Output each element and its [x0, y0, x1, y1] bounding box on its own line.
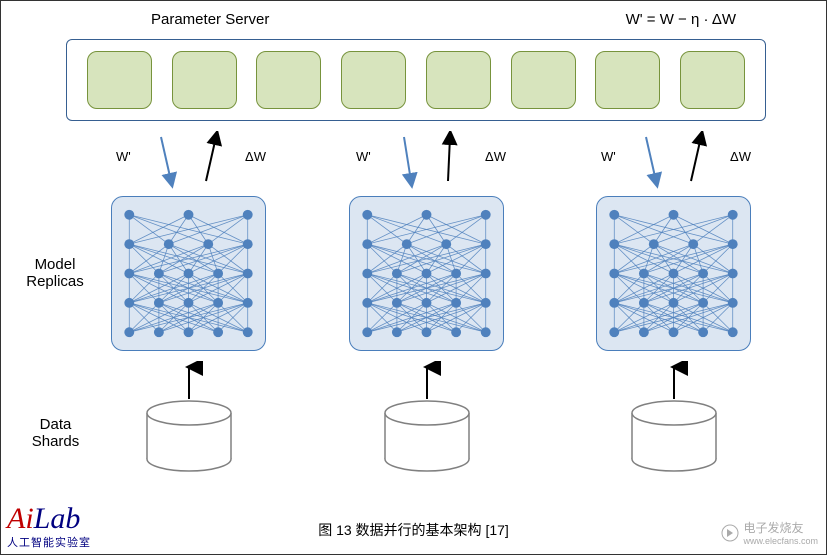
w-prime-label: W'	[601, 149, 616, 164]
w-prime-label: W'	[116, 149, 131, 164]
delta-w-label: ΔW	[730, 149, 751, 164]
model-replica	[596, 196, 751, 351]
ps-cell	[341, 51, 406, 109]
data-shards-row	[1, 399, 826, 479]
elecfans-url: www.elecfans.com	[743, 536, 818, 546]
diagram-container: Parameter Server W' = W − η · ΔW W'	[0, 0, 827, 555]
elecfans-text: 电子发烧友	[743, 519, 818, 536]
w-prime-label: W'	[356, 149, 371, 164]
ps-cell	[256, 51, 321, 109]
arrow-pair: W' ΔW	[356, 131, 506, 191]
param-server-title: Parameter Server	[151, 11, 269, 28]
elecfans-watermark: 电子发烧友 www.elecfans.com	[721, 519, 818, 546]
arrow-pair: W' ΔW	[601, 131, 751, 191]
data-shard	[629, 399, 719, 469]
figure-caption: 图 13 数据并行的基本架构 [17]	[1, 520, 826, 540]
data-arrows-row	[1, 361, 826, 401]
nn-graph	[597, 197, 750, 350]
ps-cell	[511, 51, 576, 109]
param-server-box	[66, 39, 766, 121]
data-arrows-svg	[1, 361, 827, 401]
update-formula: W' = W − η · ΔW	[626, 11, 736, 28]
delta-w-label: ΔW	[485, 149, 506, 164]
header-row: Parameter Server W' = W − η · ΔW	[1, 11, 826, 28]
replicas-row	[1, 196, 826, 356]
ailab-cn-sub: 人工智能实验室	[7, 534, 91, 550]
elecfans-icon	[721, 524, 739, 542]
arrow-pair-svg	[356, 131, 506, 191]
ps-cell	[426, 51, 491, 109]
sync-arrows-row: W' ΔW W' ΔW	[1, 131, 826, 191]
delta-w-label: ΔW	[245, 149, 266, 164]
model-replica	[349, 196, 504, 351]
ps-cell	[172, 51, 237, 109]
ps-cell	[595, 51, 660, 109]
arrow-pair-svg	[601, 131, 751, 191]
ps-cell	[87, 51, 152, 109]
data-shard	[144, 399, 234, 469]
arrow-pair: W' ΔW	[116, 131, 266, 191]
data-shard	[382, 399, 472, 469]
model-replica	[111, 196, 266, 351]
ps-cell	[680, 51, 745, 109]
ailab-watermark: AiLab 人工智能实验室	[7, 504, 91, 550]
nn-graph	[112, 197, 265, 350]
ailab-logo-text: AiLab	[7, 504, 91, 534]
nn-graph	[350, 197, 503, 350]
arrow-pair-svg	[116, 131, 266, 191]
